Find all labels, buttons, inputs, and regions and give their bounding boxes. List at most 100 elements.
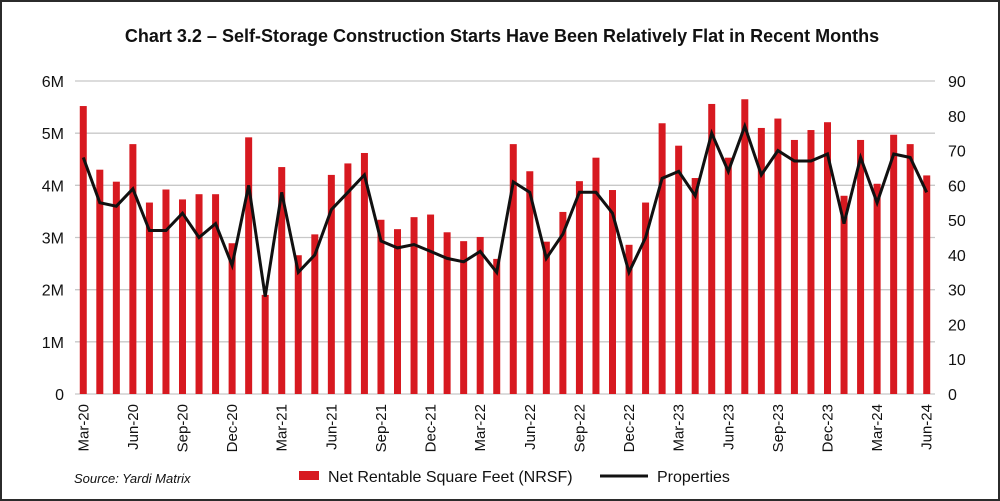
bar-May-21 [311, 234, 319, 394]
bar-Feb-22 [460, 241, 468, 394]
bar-Feb-21 [261, 294, 269, 394]
left-tick-label: 2M [42, 283, 64, 300]
x-tick-label: Jun-20 [125, 404, 142, 450]
bar-Aug-22 [559, 211, 567, 394]
legend-label-nrsf: Net Rentable Square Feet (NRSF) [328, 469, 573, 486]
bar-Sep-21 [377, 219, 385, 394]
x-tick-label: Mar-23 [671, 404, 688, 452]
bar-Jul-23 [741, 99, 749, 394]
x-tick-label: Jun-22 [522, 404, 539, 450]
bar-May-23 [708, 103, 716, 394]
nrsf-bars [79, 99, 931, 394]
left-tick-label: 1M [42, 335, 64, 352]
x-tick-label: Mar-20 [75, 404, 92, 452]
bar-Apr-20 [96, 169, 104, 394]
bar-Oct-20 [195, 194, 203, 394]
bar-Apr-23 [691, 178, 699, 394]
bar-Nov-23 [807, 130, 815, 394]
x-tick-label: Jun-23 [720, 404, 737, 450]
x-tick-label: Mar-24 [869, 404, 886, 452]
bar-Feb-23 [658, 123, 666, 394]
right-tick-label: 20 [948, 317, 966, 334]
right-tick-label: 30 [948, 283, 966, 300]
bar-Sep-23 [774, 118, 782, 394]
left-tick-label: 4M [42, 178, 64, 195]
x-tick-label: Dec-20 [224, 404, 241, 452]
right-tick-label: 10 [948, 352, 966, 369]
bar-Jan-21 [245, 137, 253, 394]
x-tick-label: Mar-22 [472, 404, 489, 452]
bar-Jan-24 [840, 195, 848, 394]
bar-Jun-21 [327, 174, 335, 394]
x-tick-label: Sep-20 [175, 404, 192, 452]
bar-Aug-23 [757, 127, 765, 394]
right-tick-label: 80 [948, 109, 966, 126]
bar-Jan-22 [443, 232, 451, 394]
x-tick-label: Dec-21 [423, 404, 440, 452]
bar-Jul-22 [542, 241, 550, 394]
bar-Sep-22 [575, 181, 583, 394]
right-tick-label: 90 [948, 74, 966, 91]
x-tick-label: Jun-24 [919, 404, 936, 450]
bar-Jul-20 [145, 202, 153, 394]
left-axis: 0 1M 2M 3M 4M 5M 6M [42, 74, 64, 404]
bar-Jun-24 [923, 175, 931, 394]
right-axis: 0 10 20 30 40 50 60 70 80 90 [948, 74, 966, 404]
bar-Oct-22 [592, 157, 600, 394]
right-tick-label: 0 [948, 387, 957, 404]
chart-title: Chart 3.2 – Self-Storage Construction St… [125, 26, 879, 46]
bar-Apr-24 [890, 134, 898, 394]
left-tick-label: 6M [42, 74, 64, 91]
legend-label-properties: Properties [657, 469, 730, 486]
legend: Net Rentable Square Feet (NRSF) Properti… [299, 469, 730, 486]
left-tick-label: 0 [55, 387, 64, 404]
x-axis: Mar-20 Jun-20 Sep-20 Dec-20 Mar-21 Jun-21 Sep-… [75, 404, 935, 452]
bar-Jul-21 [344, 163, 352, 394]
bar-Nov-20 [212, 194, 220, 394]
bar-Nov-22 [609, 190, 616, 394]
bar-Oct-23 [790, 139, 798, 394]
legend-swatch-nrsf [299, 471, 319, 480]
bar-Apr-21 [294, 255, 302, 394]
bar-Sep-20 [179, 199, 186, 394]
bar-Aug-20 [162, 189, 170, 394]
gridlines [75, 80, 935, 395]
left-tick-label: 3M [42, 231, 64, 248]
bar-May-22 [509, 144, 517, 394]
bar-Oct-21 [394, 229, 401, 394]
right-tick-label: 40 [948, 248, 966, 265]
bar-Aug-21 [360, 152, 368, 394]
bar-Jun-22 [526, 171, 534, 394]
bar-May-20 [112, 181, 120, 394]
properties-line [81, 121, 929, 297]
properties-line-path [81, 121, 929, 297]
bar-Mar-21 [278, 167, 286, 394]
bar-Mar-20 [79, 106, 87, 394]
x-tick-label: Jun-21 [323, 404, 340, 450]
bar-Dec-22 [625, 244, 633, 394]
x-tick-label: Sep-23 [770, 404, 787, 452]
bar-Mar-22 [476, 236, 484, 394]
bar-Nov-21 [410, 217, 418, 394]
bar-Apr-22 [493, 258, 501, 394]
bar-Jun-23 [724, 157, 732, 394]
x-tick-label: Sep-21 [373, 404, 390, 452]
bar-Dec-23 [824, 122, 831, 394]
right-tick-label: 60 [948, 178, 966, 195]
right-tick-label: 70 [948, 144, 966, 161]
left-tick-label: 5M [42, 126, 64, 143]
bar-Dec-20 [228, 243, 236, 394]
x-tick-label: Dec-22 [621, 404, 638, 452]
bar-May-24 [906, 144, 914, 394]
right-tick-label: 50 [948, 213, 966, 230]
x-tick-label: Dec-23 [820, 404, 837, 452]
x-tick-label: Sep-22 [571, 404, 588, 452]
bar-Mar-24 [873, 183, 881, 394]
source-note: Source: Yardi Matrix [74, 471, 191, 486]
x-tick-label: Mar-21 [274, 404, 291, 452]
bar-Jan-23 [642, 202, 650, 394]
bar-Feb-24 [857, 139, 865, 394]
bar-Dec-21 [427, 214, 435, 394]
